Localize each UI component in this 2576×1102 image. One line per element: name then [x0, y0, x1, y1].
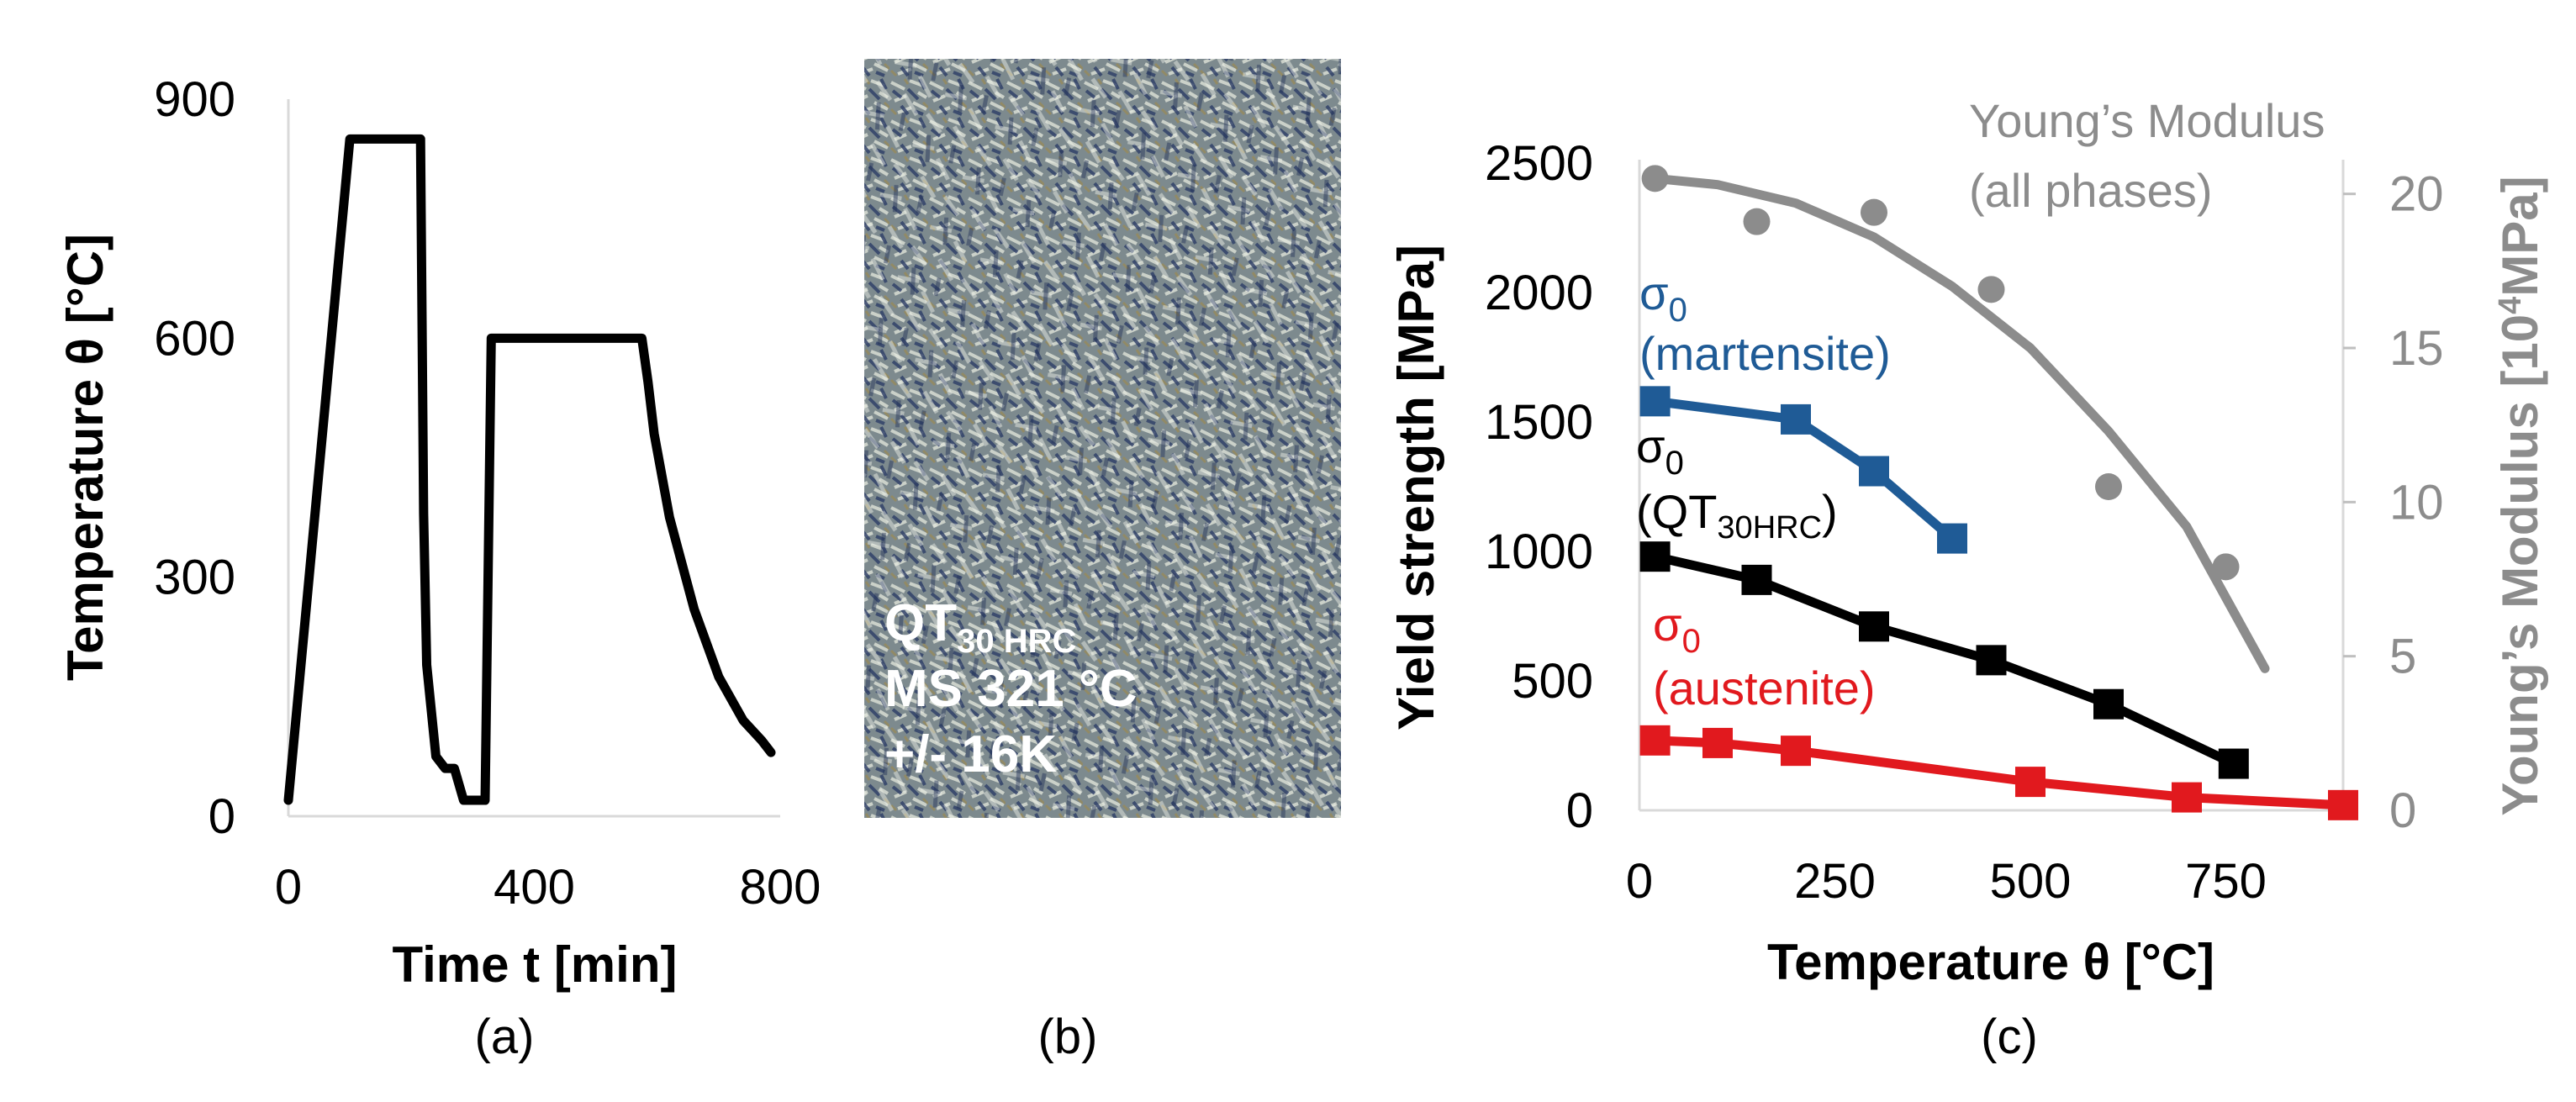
chart-c-y2-tick: 15	[2389, 321, 2444, 376]
austenite-point	[1702, 727, 1733, 758]
micrograph-caption-line2: MS 321 °C	[884, 660, 1137, 718]
micrograph: QT30 HRC MS 321 °C +/- 16K (b)	[864, 59, 1341, 1064]
youngs-modulus-point	[1641, 165, 1669, 192]
chart-a-y-tick: 300	[154, 551, 235, 605]
chart-a-x-tick: 800	[740, 860, 821, 915]
chart-c-y2-label: Young’s Modulus [104MPa]	[2492, 176, 2548, 815]
martensite-point	[1639, 386, 1671, 417]
youngs-modulus-point	[1861, 198, 1887, 226]
austenite-point	[2015, 767, 2045, 798]
chart-c-x-tick: 750	[2185, 854, 2267, 909]
youngs-modulus-point	[1977, 276, 2005, 303]
austenite-phase: (austenite)	[1653, 662, 1876, 714]
panel-label-a: (a)	[475, 1010, 535, 1064]
chart-a-y-tick: 0	[209, 789, 235, 844]
legend-austenite: σ0 (austenite)	[1653, 598, 1876, 714]
qt30hrc-point	[1859, 611, 1889, 642]
qt30hrc-point	[1639, 541, 1671, 572]
chart-c-y-tick: 0	[1566, 783, 1593, 838]
austenite-sigma: σ0	[1653, 598, 1701, 660]
chart-c-y-tick: 500	[1512, 654, 1593, 709]
chart-c-y-tick: 1500	[1485, 395, 1593, 450]
chart-c-y2-tick: 10	[2389, 475, 2444, 530]
chart-a-y-label: Temperature θ [°C]	[57, 234, 113, 681]
youngs-label-line2: (all phases)	[1969, 164, 2212, 217]
chart-c-x-tick: 250	[1794, 854, 1876, 909]
youngs-modulus-point	[1743, 208, 1771, 235]
austenite-point	[2172, 782, 2202, 813]
chart-c-y2-tick: 0	[2389, 783, 2416, 838]
martensite-line	[1654, 396, 1956, 542]
youngs-label-line1: Young’s Modulus	[1969, 94, 2325, 147]
qt30hrc-line	[1654, 551, 2236, 768]
chart-c-y-tick: 2000	[1485, 266, 1593, 320]
chart-a-x-tick: 0	[275, 860, 302, 915]
micrograph-caption-line1: QT30 HRC	[884, 594, 1076, 660]
chart-a-x-tick: 400	[494, 860, 575, 915]
martensite-point	[1859, 456, 1889, 487]
chart-c-y-tick: 2500	[1485, 136, 1593, 191]
austenite-point	[1639, 725, 1671, 756]
chart-a-y-tick: 600	[154, 311, 235, 366]
qt-sigma: σ0	[1636, 419, 1684, 482]
martensite-point	[1937, 523, 1967, 554]
legend-qt30hrc: σ0 (QT30HRC)	[1636, 419, 1838, 546]
qt30hrc-point	[1976, 645, 2007, 676]
qt-phase: (QT30HRC)	[1636, 485, 1838, 546]
austenite-point	[2328, 789, 2358, 820]
chart-c-y2-tick: 5	[2389, 630, 2416, 684]
youngs-modulus-point	[2212, 553, 2240, 581]
youngs-modulus-fit-line	[1650, 173, 2270, 673]
panel-label-c: (c)	[1981, 1010, 2038, 1064]
chart-a-series-line	[283, 134, 776, 805]
chart-c-y2-tick: 20	[2389, 167, 2444, 222]
martensite-sigma: σ0	[1639, 266, 1687, 329]
chart-a-heat-treatment: 0 300 600 900 0 400 800 Temperature θ [°C] Ti…	[57, 72, 821, 1064]
legend-youngs-modulus: Young’s Modulus (all phases)	[1969, 94, 2325, 217]
chart-c-y-label: Yield strength [MPa]	[1388, 245, 1444, 730]
chart-c-x-label: Temperature θ [°C]	[1767, 934, 2214, 990]
chart-a-y-tick: 900	[154, 72, 235, 127]
micrograph-caption-line3: +/- 16K	[884, 725, 1057, 783]
martensite-point	[1781, 403, 1811, 435]
legend-martensite: σ0 (martensite)	[1639, 266, 1891, 380]
chart-c-yield-strength: 0 500 1000 1500 2000 2500 0 5 10 15 20 0 250 500 750…	[1388, 94, 2548, 1064]
qt30hrc-point	[2218, 748, 2249, 779]
chart-c-x-tick: 0	[1626, 854, 1653, 909]
chart-a-x-label: Time t [min]	[393, 936, 678, 993]
martensite-phase: (martensite)	[1639, 327, 1891, 380]
youngs-modulus-point	[2095, 473, 2122, 500]
qt30hrc-point	[2093, 688, 2124, 720]
qt30hrc-point	[1741, 564, 1772, 595]
panel-label-b: (b)	[1038, 1010, 1098, 1064]
chart-c-y-tick: 1000	[1485, 525, 1593, 579]
austenite-point	[1781, 736, 1811, 767]
chart-c-x-tick: 500	[1990, 854, 2072, 909]
